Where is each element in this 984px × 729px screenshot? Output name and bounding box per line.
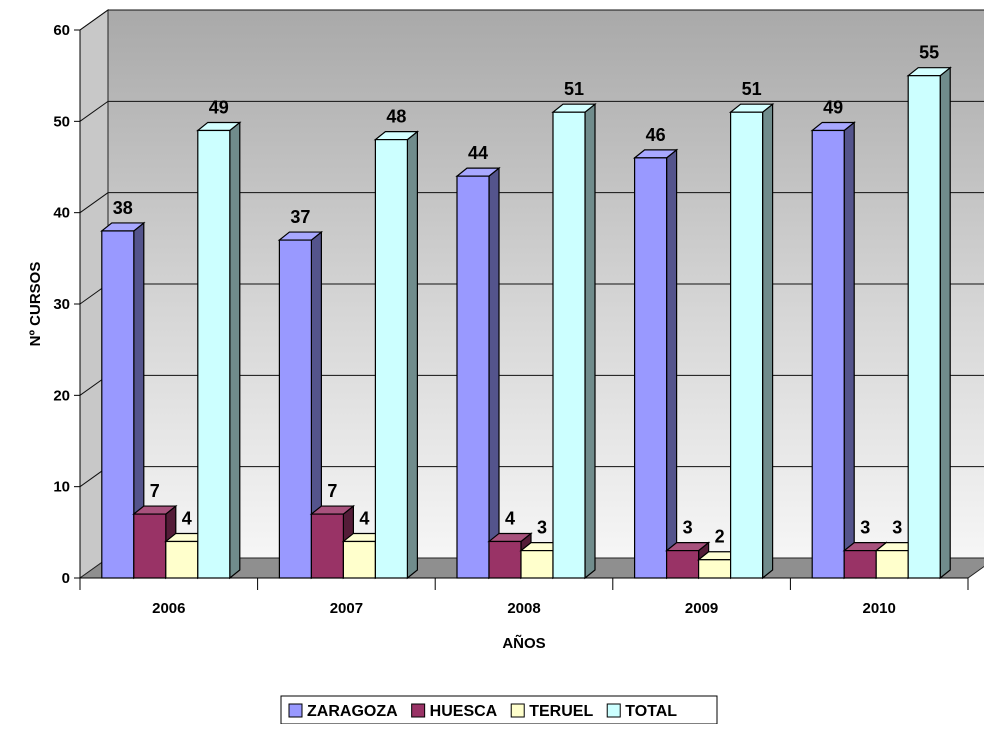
data-label: 4 [359,508,369,528]
bar-front [811,129,845,579]
bar-front [197,129,231,579]
x-axis-title: AÑOS [502,634,545,652]
bar-side [229,121,241,580]
bar [373,130,420,580]
gridline [79,100,984,122]
data-label: 37 [290,207,310,227]
data-label: 4 [505,508,515,528]
gridline [79,192,984,214]
data-label: 3 [860,518,870,538]
data-label: 7 [150,481,160,501]
bar-side [406,130,418,580]
y-tick-label: 0 [62,570,70,587]
bar-front [342,540,376,579]
bar-front [520,549,554,579]
bar [632,148,679,580]
legend-item: ZARAGOZA [288,703,398,720]
bar [100,221,146,580]
gridline [79,9,984,31]
data-label: 51 [564,79,584,99]
x-tick-label: 2010 [863,600,896,617]
legend-item: HUESCA [411,703,498,720]
data-label: 49 [823,97,843,117]
bar-front [133,513,167,579]
bar [728,102,775,580]
data-label: 44 [468,143,488,163]
bar [277,230,324,580]
bar [810,121,856,580]
bar-front [165,540,199,579]
y-tick-label: 30 [53,296,70,313]
bar-side [665,148,678,580]
bar [455,166,501,580]
bar-front [488,540,522,579]
bar-front [907,75,941,579]
data-label: 3 [537,518,547,538]
data-label: 38 [113,198,133,218]
data-label: 49 [209,97,229,117]
bar-front [278,239,312,579]
bar-front [665,549,700,579]
data-label: 46 [646,125,666,145]
legend-label: HUESCA [430,703,498,720]
bar-front [101,230,135,579]
x-tick-label: 2006 [152,600,185,617]
data-label: 3 [683,518,693,538]
legend-label: TOTAL [625,703,677,720]
legend-swatch [510,703,525,718]
bar [906,66,952,580]
data-label: 3 [892,518,902,538]
data-label: 55 [919,43,939,63]
x-tick-label: 2008 [507,600,540,617]
bar-side [939,66,951,580]
legend-item: TOTAL [606,703,677,720]
data-label: 51 [742,79,762,99]
legend-swatch [288,703,303,718]
legend-swatch [606,703,621,718]
y-axis-title: Nº CURSOS [27,262,44,347]
y-tick-label: 20 [53,387,70,404]
bar-side [761,102,774,580]
bar-side [843,121,855,580]
y-tick-label: 50 [53,113,70,130]
legend [280,695,718,725]
legend-swatch [411,703,426,718]
legend-label: ZARAGOZA [307,703,398,720]
x-tick-label: 2007 [330,600,363,617]
bar-front [456,175,490,579]
bar-front [875,549,909,579]
bar-front [843,549,877,579]
bar-side [584,102,596,580]
data-label: 2 [715,527,725,547]
y-tick-label: 40 [53,205,70,222]
legend-label: TERUEL [529,703,593,720]
data-label: 7 [327,481,337,501]
bar [551,102,597,580]
bar-front [552,111,586,579]
bar-front [697,559,732,579]
data-label: 4 [182,508,192,528]
y-tick-label: 60 [53,22,70,39]
bar-front [633,157,668,579]
bar-front [310,513,344,579]
y-tick-label: 10 [53,479,70,496]
bar-front [374,139,408,579]
x-tick-label: 2009 [685,600,718,617]
data-label: 48 [386,107,406,127]
bar-front [729,111,764,579]
bar-side [488,166,500,580]
legend-item: TERUEL [510,703,593,720]
bar [196,121,242,580]
